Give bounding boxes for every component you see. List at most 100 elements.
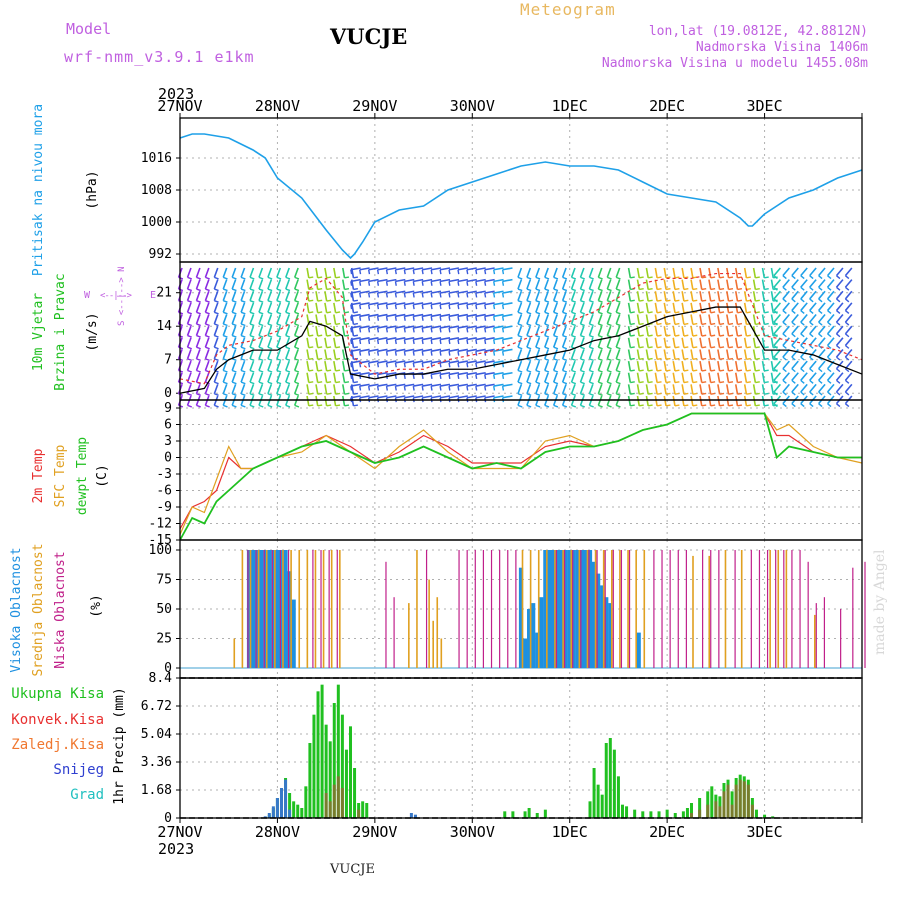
wind-barb-flag xyxy=(285,334,291,338)
wind-barb xyxy=(606,302,612,313)
wind-barb-flag xyxy=(764,334,769,337)
wind-barb-flag xyxy=(285,311,291,315)
wind-barb-flag xyxy=(367,339,371,345)
wind-barb-flag xyxy=(701,311,707,314)
wind-barb xyxy=(448,267,460,271)
wind-barb-flag xyxy=(308,288,314,291)
cloud-bar-1 xyxy=(594,550,597,668)
precip-total-bar xyxy=(523,811,527,818)
wind-barb-flag xyxy=(800,333,805,338)
wind-barb-flag xyxy=(598,369,603,373)
wind-barb xyxy=(240,314,246,325)
wind-barb-flag xyxy=(484,327,487,333)
wind-barb-flag xyxy=(249,404,255,408)
wind-barb xyxy=(258,279,264,290)
wind-barb xyxy=(267,302,273,313)
precip-total-bar xyxy=(625,806,629,818)
precip-legend-2: Zaledj.Kisa xyxy=(11,737,104,753)
wind-barb-flag xyxy=(178,323,184,327)
wind-barb xyxy=(267,290,273,301)
wind-barb xyxy=(752,384,757,395)
cloud-bar-2 xyxy=(815,603,817,668)
wind-barb-flag xyxy=(818,298,823,303)
wind-barb-flag xyxy=(710,369,716,372)
wind-barb-flag xyxy=(267,323,273,327)
precip-snow-bar xyxy=(275,798,279,818)
wind-barb-flag xyxy=(376,362,380,368)
wind-barb-flag xyxy=(276,369,282,373)
wind-barb-flag xyxy=(214,358,219,362)
wind-barb-flag xyxy=(187,358,193,362)
wind-barb-flag xyxy=(773,344,778,349)
wind-barb xyxy=(615,395,621,406)
cloud-bar-2 xyxy=(247,550,249,668)
wind-barb xyxy=(315,372,319,383)
wind-speed-line xyxy=(179,306,863,394)
wind-barb-flag xyxy=(782,298,787,303)
wind-barb-flag xyxy=(656,392,662,395)
wind-barb xyxy=(186,290,192,301)
wind-barb-flag xyxy=(353,311,359,314)
wind-barb-flag xyxy=(683,357,689,360)
wind-barb xyxy=(570,395,576,406)
wind-barb-flag xyxy=(439,374,442,380)
wind-barb-flag xyxy=(258,288,264,292)
wind-barb-flag xyxy=(187,311,193,315)
wind-barb xyxy=(422,325,433,329)
wind-barb xyxy=(517,395,523,406)
wind-barb-flag xyxy=(484,385,487,391)
wind-barb xyxy=(231,290,237,301)
wind-barb xyxy=(588,325,594,336)
wind-barb xyxy=(791,337,799,346)
wind-barb-flag xyxy=(240,323,246,327)
wind-barb-flag xyxy=(773,298,778,303)
wind-barb xyxy=(663,395,667,406)
wind-barb-flag xyxy=(535,358,541,362)
wind-barb xyxy=(770,302,774,313)
precip-ytick-label: 0 xyxy=(164,811,172,826)
wind-barb-flag xyxy=(701,288,707,291)
wind-barb-flag xyxy=(648,381,653,384)
precip-total-bar xyxy=(665,809,669,818)
wind-barb xyxy=(359,302,370,306)
wind-barb-flag xyxy=(589,300,594,303)
wind-barb xyxy=(726,395,730,406)
cloud-bar-2 xyxy=(312,550,314,668)
wind-barb-flag xyxy=(205,334,210,338)
temperature-ytick-label: -3 xyxy=(156,467,172,482)
cloud-bar-1 xyxy=(432,620,434,668)
wind-barb xyxy=(654,337,658,348)
meteogram-title: Meteogram xyxy=(520,0,616,19)
wind-barb xyxy=(627,349,632,360)
wind-barb xyxy=(333,302,337,313)
wind-barb-flag xyxy=(178,276,184,280)
wind-barb-flag xyxy=(350,374,353,380)
cloud-bar-2 xyxy=(653,550,655,668)
wind-barb-flag xyxy=(376,304,380,310)
wind-barb-flag xyxy=(294,323,300,327)
wind-barb-flag xyxy=(844,275,850,280)
wind-barb-flag xyxy=(517,369,523,373)
wind-barb-flag xyxy=(475,339,478,345)
wind-barb-flag xyxy=(439,339,442,345)
wind-barb-flag xyxy=(526,369,532,373)
precip-legend-3: Snijeg xyxy=(53,762,104,778)
wind-barb xyxy=(526,267,532,278)
wind-barb xyxy=(222,337,228,348)
wind-barb xyxy=(475,371,486,376)
wind-barb-flag xyxy=(317,392,323,395)
wind-barb xyxy=(475,348,486,352)
wind-barb-flag xyxy=(580,381,585,385)
cloud-ylabel-low: Niska Oblacnost xyxy=(53,551,68,668)
wind-barb-flag xyxy=(249,300,255,303)
wind-barb-flag xyxy=(317,357,323,360)
wind-barb xyxy=(315,337,319,348)
wind-barb xyxy=(293,325,299,336)
cloud-bar-2 xyxy=(287,550,290,668)
wind-barb xyxy=(826,279,835,288)
wind-barb xyxy=(306,337,310,348)
wind-barb xyxy=(681,314,685,325)
wind-barb-flag xyxy=(258,334,264,338)
wind-barb-flag xyxy=(630,381,635,384)
wind-barb xyxy=(654,314,658,325)
